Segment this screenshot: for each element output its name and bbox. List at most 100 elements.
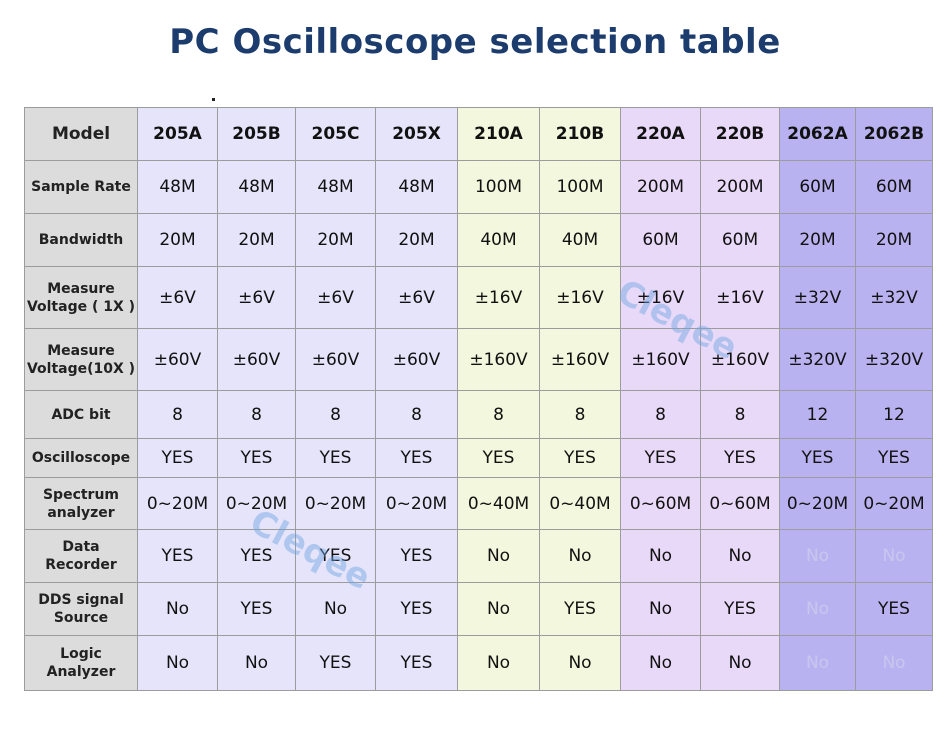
spec-cell: ±6V <box>217 266 296 329</box>
spec-cell: 8 <box>137 390 218 439</box>
spec-cell: No <box>700 529 780 583</box>
spec-cell: ±160V <box>700 328 780 391</box>
spec-cell: YES <box>457 438 540 478</box>
spec-cell: 0~20M <box>217 477 296 530</box>
spec-cell: 40M <box>539 213 621 267</box>
spec-cell: 40M <box>457 213 540 267</box>
model-header: 205A <box>137 107 218 161</box>
spec-cell: 48M <box>295 160 376 214</box>
row-label: Spectrum analyzer <box>24 477 138 530</box>
spec-cell: 8 <box>539 390 621 439</box>
spec-cell: No <box>295 582 376 636</box>
spec-cell: ±6V <box>375 266 458 329</box>
spec-cell: 60M <box>700 213 780 267</box>
spec-cell: No <box>620 582 701 636</box>
page-title: PC Oscilloscope selection table <box>169 22 781 62</box>
spec-cell: No <box>779 635 856 691</box>
spec-cell: No <box>137 582 218 636</box>
spec-cell: YES <box>295 635 376 691</box>
spec-cell: 8 <box>217 390 296 439</box>
spec-cell: ±16V <box>539 266 621 329</box>
spec-cell: 48M <box>137 160 218 214</box>
spec-cell: YES <box>539 438 621 478</box>
table-row: Oscilloscope YES YES YES YES YES YES YES YES YES Y… <box>24 438 933 478</box>
spec-cell: 0~20M <box>375 477 458 530</box>
spec-cell: 200M <box>620 160 701 214</box>
spec-cell: 48M <box>375 160 458 214</box>
row-label: Data Recorder <box>24 529 138 583</box>
model-header: 2062B <box>855 107 933 161</box>
spec-cell: ±60V <box>295 328 376 391</box>
spec-cell: 8 <box>457 390 540 439</box>
spec-cell: ±160V <box>539 328 621 391</box>
row-label: Bandwidth <box>24 213 138 267</box>
spec-cell: YES <box>779 438 856 478</box>
spec-cell: YES <box>217 529 296 583</box>
spec-cell: 60M <box>855 160 933 214</box>
spec-cell: No <box>855 635 933 691</box>
spec-cell: No <box>457 529 540 583</box>
spec-cell: 8 <box>620 390 701 439</box>
model-header: 205X <box>375 107 458 161</box>
spec-cell: 0~60M <box>620 477 701 530</box>
table-row: Logic Analyzer No No YES YES No No No No No No <box>24 635 933 691</box>
row-label: Sample Rate <box>24 160 138 214</box>
model-header: 205B <box>217 107 296 161</box>
spec-cell: 0~20M <box>295 477 376 530</box>
row-label: Oscilloscope <box>24 438 138 478</box>
spec-cell: No <box>539 529 621 583</box>
spec-cell: YES <box>137 438 218 478</box>
spec-cell: ±320V <box>779 328 856 391</box>
spec-cell: YES <box>375 635 458 691</box>
spec-cell: YES <box>855 582 933 636</box>
table-row: Bandwidth 20M 20M 20M 20M 40M 40M 60M 60M 20M 20M <box>24 213 933 267</box>
table-row: Data Recorder YES YES YES YES No No No No No No <box>24 529 933 583</box>
spec-cell: 0~20M <box>779 477 856 530</box>
spec-cell: No <box>700 635 780 691</box>
model-header: 2062A <box>779 107 856 161</box>
spec-cell: 200M <box>700 160 780 214</box>
table-row: Measure Voltage ( 1X ) ±6V ±6V ±6V ±6V ±16V ±1… <box>24 266 933 329</box>
spec-cell: 12 <box>779 390 856 439</box>
spec-cell: ±32V <box>855 266 933 329</box>
spec-cell: YES <box>539 582 621 636</box>
spec-cell: ±16V <box>700 266 780 329</box>
row-label: Logic Analyzer <box>24 635 138 691</box>
header-label: Model <box>24 107 138 161</box>
spec-cell: YES <box>295 529 376 583</box>
spec-cell: No <box>620 529 701 583</box>
spec-cell: No <box>620 635 701 691</box>
model-header: 220B <box>700 107 780 161</box>
spec-cell: ±32V <box>779 266 856 329</box>
row-label: DDS signal Source <box>24 582 138 636</box>
spec-cell: 12 <box>855 390 933 439</box>
spec-cell: 100M <box>539 160 621 214</box>
table-row: Sample Rate 48M 48M 48M 48M 100M 100M 200M 200M 6… <box>24 160 933 214</box>
spec-cell: YES <box>375 529 458 583</box>
spec-cell: No <box>855 529 933 583</box>
spec-cell: ±60V <box>137 328 218 391</box>
decorative-dot <box>212 98 215 101</box>
row-label: Measure Voltage(10X ) <box>24 328 138 391</box>
spec-cell: 20M <box>137 213 218 267</box>
spec-cell: 0~20M <box>855 477 933 530</box>
spec-cell: ±6V <box>295 266 376 329</box>
table-row: Measure Voltage(10X ) ±60V ±60V ±60V ±60V ±16… <box>24 328 933 391</box>
spec-cell: No <box>779 582 856 636</box>
model-header: 220A <box>620 107 701 161</box>
table-row: DDS signal Source No YES No YES No YES No YES No Y… <box>24 582 933 636</box>
spec-cell: ±16V <box>620 266 701 329</box>
spec-cell: 100M <box>457 160 540 214</box>
spec-cell: 20M <box>779 213 856 267</box>
model-header: 205C <box>295 107 376 161</box>
spec-cell: No <box>457 635 540 691</box>
selection-table: Model 205A 205B 205C 205X 210A 210B 220A 220B 206… <box>24 107 933 691</box>
row-label: Measure Voltage ( 1X ) <box>24 266 138 329</box>
spec-cell: ±160V <box>620 328 701 391</box>
spec-cell: No <box>539 635 621 691</box>
spec-cell: ±320V <box>855 328 933 391</box>
spec-cell: No <box>217 635 296 691</box>
spec-cell: 20M <box>375 213 458 267</box>
model-header: 210A <box>457 107 540 161</box>
spec-cell: YES <box>295 438 376 478</box>
